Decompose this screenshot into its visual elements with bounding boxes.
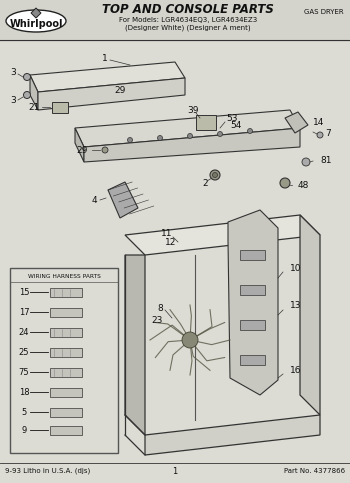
Text: WIRING HARNESS PARTS: WIRING HARNESS PARTS	[28, 273, 100, 279]
Text: 39: 39	[187, 105, 199, 114]
Polygon shape	[145, 415, 320, 455]
Bar	[50, 387, 82, 397]
Bar	[240, 285, 265, 295]
Polygon shape	[75, 110, 300, 147]
Text: 3: 3	[10, 68, 16, 76]
Text: 3: 3	[10, 96, 16, 104]
Circle shape	[182, 332, 198, 348]
Circle shape	[127, 138, 133, 142]
Text: 1: 1	[172, 467, 177, 475]
Text: 75: 75	[19, 368, 29, 377]
Text: 8: 8	[157, 303, 163, 313]
Circle shape	[317, 132, 323, 138]
Text: 12: 12	[165, 238, 177, 246]
Polygon shape	[38, 78, 185, 110]
Polygon shape	[108, 182, 138, 218]
Text: 2: 2	[202, 179, 208, 187]
Bar	[50, 287, 82, 297]
Bar	[240, 320, 265, 330]
Text: 1: 1	[102, 54, 108, 62]
Text: 7: 7	[325, 128, 331, 138]
Polygon shape	[228, 210, 278, 395]
Circle shape	[210, 170, 220, 180]
Polygon shape	[125, 215, 320, 255]
Circle shape	[280, 178, 290, 188]
Text: TOP AND CONSOLE PARTS: TOP AND CONSOLE PARTS	[102, 2, 274, 15]
Text: 4: 4	[91, 196, 97, 204]
Text: 9-93 Litho in U.S.A. (djs): 9-93 Litho in U.S.A. (djs)	[5, 468, 90, 474]
Text: 48: 48	[298, 181, 309, 189]
Text: 81: 81	[320, 156, 331, 165]
Polygon shape	[125, 255, 145, 435]
Text: (Designer White) (Designer A ment): (Designer White) (Designer A ment)	[125, 25, 251, 31]
Circle shape	[302, 158, 310, 166]
Text: 10: 10	[290, 264, 301, 272]
Bar	[240, 250, 265, 260]
Bar	[50, 308, 82, 316]
Text: 53: 53	[226, 114, 238, 123]
Text: 18: 18	[19, 387, 29, 397]
Polygon shape	[300, 215, 320, 415]
Circle shape	[23, 91, 30, 99]
Circle shape	[23, 73, 30, 81]
Text: GAS DRYER: GAS DRYER	[304, 9, 344, 15]
Text: 29: 29	[77, 145, 88, 155]
Text: 25: 25	[19, 347, 29, 356]
Text: 5: 5	[21, 408, 27, 416]
Bar	[10, 268, 118, 453]
Circle shape	[247, 128, 252, 133]
Bar	[50, 368, 82, 377]
Text: 11: 11	[161, 228, 173, 238]
Circle shape	[158, 136, 162, 141]
Text: 17: 17	[19, 308, 29, 316]
Bar	[50, 408, 82, 416]
Circle shape	[102, 147, 108, 153]
Ellipse shape	[6, 10, 66, 32]
Circle shape	[188, 133, 193, 139]
Polygon shape	[285, 112, 308, 133]
Text: 24: 24	[19, 327, 29, 337]
Text: Part No. 4377866: Part No. 4377866	[284, 468, 345, 474]
Bar	[240, 355, 265, 365]
Bar	[196, 115, 216, 130]
Text: 29: 29	[114, 85, 126, 95]
Bar	[50, 327, 82, 337]
Polygon shape	[31, 8, 41, 18]
Text: Whirlpool: Whirlpool	[9, 19, 63, 29]
Text: 54: 54	[230, 120, 242, 129]
Text: 13: 13	[290, 300, 301, 310]
Text: 14: 14	[313, 117, 324, 127]
Circle shape	[217, 131, 223, 137]
Bar	[0, 0, 350, 42]
Polygon shape	[75, 128, 84, 162]
Bar	[52, 102, 68, 113]
Polygon shape	[84, 128, 300, 162]
Bar	[50, 426, 82, 435]
Text: For Models: LGR4634EQ3, LGR4634EZ3: For Models: LGR4634EQ3, LGR4634EZ3	[119, 17, 257, 23]
Text: 15: 15	[19, 287, 29, 297]
Circle shape	[212, 172, 217, 177]
Text: 23: 23	[152, 315, 163, 325]
Polygon shape	[30, 62, 185, 92]
Bar	[50, 347, 82, 356]
Text: 21: 21	[29, 102, 40, 112]
Text: 16: 16	[290, 366, 301, 374]
Polygon shape	[30, 75, 38, 110]
Text: 9: 9	[21, 426, 27, 435]
